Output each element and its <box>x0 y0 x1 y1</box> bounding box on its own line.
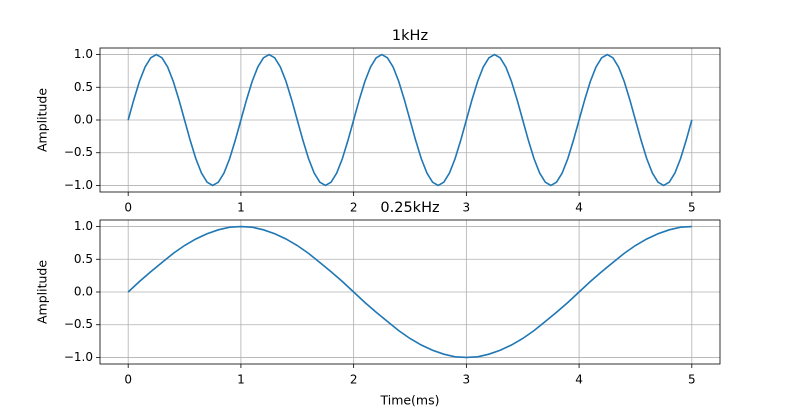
plot-frame <box>99 219 721 365</box>
line <box>127 53 693 187</box>
subplot-title: 1kHz <box>392 28 428 44</box>
y-tick-label: 1.0 <box>74 47 93 61</box>
x-tick-label: 1 <box>237 373 245 387</box>
y-tick-label: −1.0 <box>64 350 93 364</box>
x-tick-label: 2 <box>350 201 358 215</box>
y-axis-label: Amplitude <box>35 260 50 324</box>
x-tick-label: 0 <box>124 373 132 387</box>
y-tick-label: 0.5 <box>74 80 93 94</box>
x-tick-label: 0 <box>124 201 132 215</box>
x-tick-label: 5 <box>688 201 696 215</box>
line <box>127 225 692 359</box>
y-tick-label: −0.5 <box>64 317 93 331</box>
plot-frame <box>99 47 721 193</box>
y-tick-label: 1.0 <box>74 219 93 233</box>
x-tick-label: 5 <box>688 373 696 387</box>
x-tick-label: 2 <box>350 373 358 387</box>
x-tick-label: 1 <box>237 201 245 215</box>
x-tick-label: 3 <box>463 373 471 387</box>
subplot-title: 0.25kHz <box>380 200 439 216</box>
y-axis-label: Amplitude <box>35 88 50 152</box>
y-tick-label: −0.5 <box>64 145 93 159</box>
x-axis-label: Time(ms) <box>379 393 439 408</box>
y-tick-label: −1.0 <box>64 178 93 192</box>
y-tick-label: 0.5 <box>74 252 93 266</box>
x-tick-label: 4 <box>575 201 583 215</box>
x-tick-label: 3 <box>463 201 471 215</box>
y-tick-label: 0.0 <box>74 113 93 127</box>
x-tick-label: 4 <box>575 373 583 387</box>
y-tick-label: 0.0 <box>74 285 93 299</box>
